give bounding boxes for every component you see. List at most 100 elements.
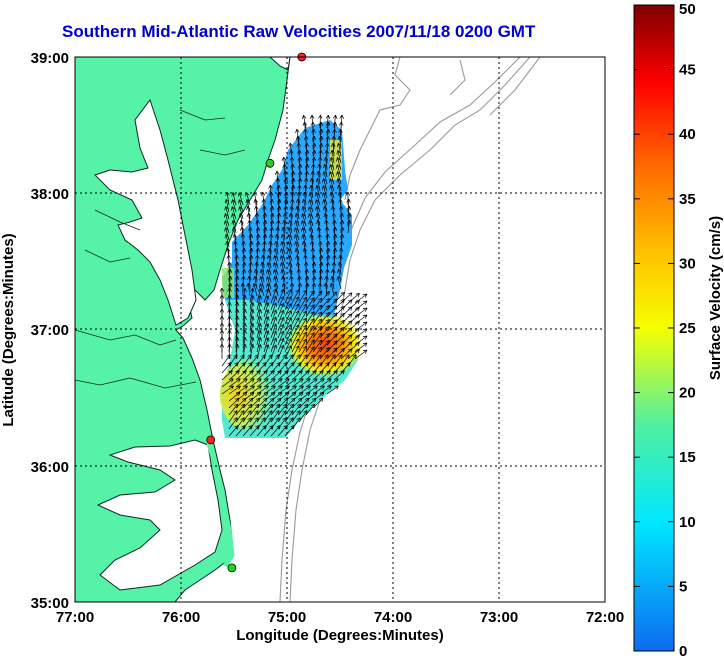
velocity-arrow-head [303, 317, 307, 321]
velocity-arrow-head [275, 354, 280, 357]
velocity-arrow-head [355, 342, 360, 344]
velocity-arrow-head [279, 370, 282, 375]
velocity-arrow-head [320, 346, 323, 351]
velocity-arrow-head [364, 321, 368, 326]
velocity-arrow [312, 318, 323, 332]
velocity-arrow-head [305, 128, 308, 133]
velocity-arrow-head [312, 247, 316, 252]
velocity-arrow-head [257, 362, 260, 367]
velocity-arrow-head [229, 343, 232, 348]
velocity-arrow-head [278, 354, 280, 359]
velocity-arrow-head [307, 282, 310, 287]
velocity-arrow-head [330, 199, 333, 204]
velocity-arrow-head [323, 156, 326, 161]
velocity-arrow-head [289, 219, 293, 224]
velocity-arrow [284, 403, 295, 416]
velocity-arrow-head [267, 344, 270, 349]
velocity-arrow-head [224, 199, 227, 204]
velocity-arrow-head [328, 326, 330, 331]
velocity-arrow [235, 425, 246, 437]
velocity-arrow-head [335, 240, 338, 245]
velocity-arrow-head [257, 378, 262, 380]
velocity-arrow [284, 177, 287, 192]
velocity-arrow-head [232, 213, 236, 217]
velocity-arrow-head [333, 347, 338, 350]
velocity-arrow-head [287, 385, 290, 390]
velocity-arrow-head [280, 269, 283, 274]
velocity-arrow-head [244, 330, 247, 335]
velocity-arrow-head [307, 370, 310, 375]
velocity-arrow-head [234, 425, 239, 428]
velocity-arrow-head [320, 378, 325, 380]
velocity-arrow [249, 370, 261, 381]
velocity-arrow-head [306, 362, 309, 367]
velocity-arrow [291, 178, 294, 192]
velocity-arrow-head [318, 142, 322, 147]
velocity-arrow-head [310, 304, 315, 307]
velocity-arrow-head [308, 220, 310, 225]
velocity-arrow-head [309, 199, 313, 203]
velocity-arrow-head [229, 329, 232, 334]
velocity-arrow-head [330, 157, 335, 161]
velocity-arrow-head [227, 268, 231, 273]
velocity-arrow-head [265, 323, 269, 327]
velocity-arrow-head [301, 206, 304, 211]
velocity-arrow [224, 213, 230, 227]
velocity-arrow [305, 311, 315, 325]
velocity-arrow [315, 199, 321, 213]
velocity-arrow-head [287, 331, 292, 335]
velocity-arrow [302, 234, 307, 248]
velocity-arrow [255, 269, 258, 283]
velocity-arrow-head [239, 220, 242, 225]
velocity-arrow [263, 403, 274, 416]
velocity-arrow-head [303, 410, 308, 413]
velocity-arrow-head [313, 163, 316, 168]
velocity-arrow-head [261, 403, 266, 406]
velocity-arrow [242, 288, 246, 304]
velocity-arrow-head [307, 398, 310, 403]
velocity-arrow [312, 283, 315, 297]
velocity-arrow-head [261, 198, 265, 203]
velocity-arrow-head [307, 156, 310, 161]
velocity-arrow-head [227, 343, 230, 348]
velocity-arrow [291, 370, 303, 381]
velocity-arrow-head [260, 254, 264, 259]
velocity-arrow-head [227, 247, 231, 252]
y-axis-label: Latitude (Degrees:Minutes) [0, 233, 17, 426]
velocity-arrow-head [280, 248, 282, 253]
velocity-arrow-head [294, 392, 297, 397]
velocity-arrow-head [321, 135, 324, 140]
velocity-arrow-head [340, 333, 345, 336]
velocity-arrow-head [340, 198, 343, 203]
velocity-arrow [225, 206, 230, 220]
velocity-arrow-head [260, 302, 262, 307]
velocity-arrow [281, 262, 286, 276]
velocity-arrow [347, 198, 350, 213]
velocity-west-patch [222, 268, 234, 298]
velocity-arrow [312, 276, 315, 290]
velocity-arrow [326, 129, 329, 143]
velocity-arrow [270, 206, 273, 220]
velocity-arrow [221, 362, 232, 374]
velocity-arrow-head [334, 362, 337, 367]
velocity-arrow-head [289, 262, 293, 266]
map-area [75, 57, 605, 602]
river-lines [75, 109, 246, 389]
velocity-arrow-head [250, 226, 253, 231]
velocity-arrow [235, 410, 245, 423]
velocity-arrow-head [306, 391, 311, 394]
velocity-arrow-head [346, 212, 350, 217]
velocity-arrow-head [241, 425, 246, 428]
velocity-arrow-head [339, 114, 343, 119]
velocity-arrow [333, 299, 345, 311]
velocity-arrow [298, 378, 311, 388]
colorbar-tick-label: 45 [679, 62, 696, 79]
velocity-arrow [317, 171, 321, 185]
velocity-arrow-head [324, 212, 328, 217]
velocity-arrow [305, 276, 308, 290]
velocity-arrow-head [281, 241, 285, 245]
velocity-arrow [298, 354, 308, 367]
velocity-arrow-head [320, 275, 323, 280]
velocity-arrow [274, 276, 279, 290]
velocity-arrow-head [241, 247, 245, 252]
